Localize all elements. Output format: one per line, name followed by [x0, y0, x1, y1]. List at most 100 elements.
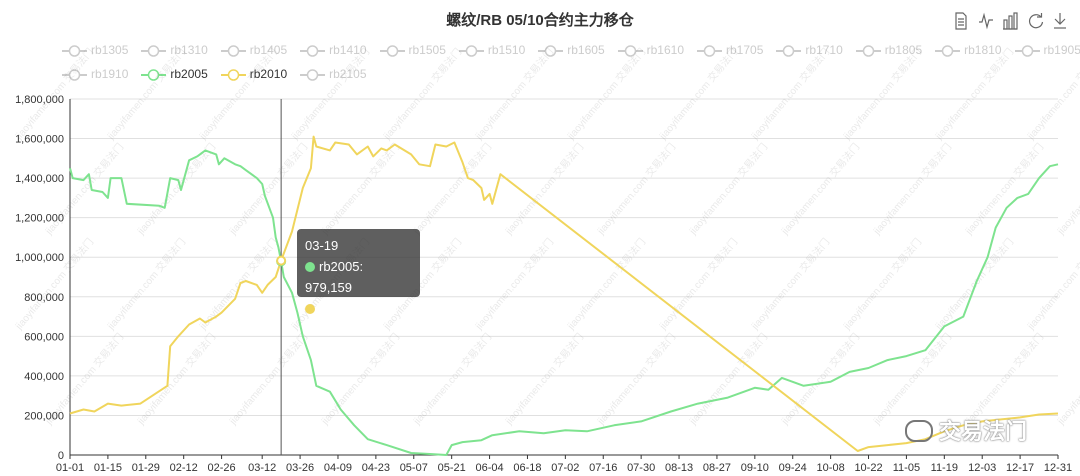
tooltip-row-rb2010: rb2010: 982,828	[305, 298, 412, 340]
x-tick-label: 12-03	[968, 462, 996, 474]
legend-label: rb1410	[329, 43, 367, 57]
watermark-text: jiaoyifamen.com 交易法门	[288, 45, 373, 142]
legend-label: rb1810	[964, 43, 1002, 57]
legend-line-circle-icon	[697, 45, 722, 57]
x-tick-label: 08-13	[665, 462, 693, 474]
x-tick-label: 09-10	[741, 462, 769, 474]
y-tick-label: 800,000	[24, 292, 64, 304]
highlight-point-rb2010	[276, 255, 287, 266]
watermark-text: jiaoyifamen.com 交易法门	[778, 140, 863, 237]
watermark-text: jiaoyifamen.com 交易法门	[472, 235, 557, 332]
legend-label: rb1505	[408, 43, 446, 57]
y-tick-label: 1,800,000	[15, 94, 64, 106]
watermark-text: jiaoyifamen.com 交易法门	[226, 330, 311, 427]
x-tick-label: 05-07	[400, 462, 428, 474]
tooltip-row-rb2005: rb2005: 979,159	[305, 256, 412, 298]
legend-line-circle-icon	[141, 69, 167, 81]
legend-item-rb2105[interactable]: rb2105	[300, 64, 367, 84]
legend-label: rb1310	[170, 43, 208, 57]
legend-item-rb1910[interactable]: rb1910	[62, 64, 128, 84]
watermark-text: jiaoyifamen.com 交易法门	[226, 140, 311, 237]
x-tick-label: 10-08	[817, 462, 845, 474]
x-tick-label: 06-18	[513, 462, 541, 474]
legend-line-circle-icon	[141, 45, 167, 57]
watermark-text: jiaoyifamen.com 交易法门	[594, 140, 679, 237]
legend-label: rb1605	[567, 43, 605, 57]
chart-title: 螺纹/RB 05/10合约主力移仓	[446, 12, 634, 29]
legend-label: rb1910	[91, 67, 129, 81]
watermark-text: jiaoyifamen.com 交易法门	[840, 235, 925, 332]
x-tick-label: 08-27	[703, 462, 731, 474]
wechat-icon	[905, 420, 933, 443]
y-tick-label: 0	[58, 450, 64, 462]
legend-item-rb1510[interactable]: rb1510	[458, 40, 525, 60]
legend-item-rb2010[interactable]: rb2010	[220, 64, 287, 84]
legend-line-circle-icon	[776, 45, 802, 57]
line-chart-icon[interactable]	[979, 12, 993, 30]
x-tick-label: 06-04	[475, 462, 503, 474]
legend-item-rb1810[interactable]: rb1810	[935, 40, 1002, 60]
x-tick-label: 07-30	[627, 462, 655, 474]
legend-item-rb1405[interactable]: rb1405	[220, 40, 288, 60]
x-tick-label: 03-26	[286, 462, 314, 474]
watermark-text: jiaoyifamen.com 交易法门	[932, 45, 1017, 142]
legend-item-rb1605[interactable]: rb1605	[538, 40, 605, 60]
legend-line-circle-icon	[300, 45, 326, 57]
legend-line-circle-icon	[220, 69, 246, 81]
legend-item-rb1610[interactable]: rb1610	[617, 40, 684, 60]
legend-label: rb1805	[884, 43, 923, 57]
legend-item-rb1705[interactable]: rb1705	[697, 40, 763, 60]
legend-label: rb2005	[170, 67, 208, 81]
y-tick-label: 1,400,000	[15, 173, 64, 185]
legend-row: rb1305 rb1310 rb1405 rb1410 rb1505 rb1510 rb16…	[62, 40, 1080, 64]
watermark-text: jiaoyifamen.com 交易法门	[564, 235, 649, 332]
x-tick-label: 05-21	[438, 462, 466, 474]
data-view-icon[interactable]	[955, 12, 967, 30]
legend-item-rb1710[interactable]: rb1710	[776, 40, 843, 60]
legend-item-rb1310[interactable]: rb1310	[141, 40, 208, 60]
x-tick-label: 02-12	[170, 462, 198, 474]
x-tick-label: 11-19	[931, 462, 958, 474]
legend-label: rb1705	[726, 43, 764, 57]
watermark-text: jiaoyifamen.com 交易法门	[1054, 140, 1080, 237]
y-tick-label: 600,000	[24, 331, 64, 343]
watermark-text: jiaoyifamen.com 交易法门	[502, 330, 587, 427]
y-tick-label: 1,000,000	[15, 252, 64, 264]
series-line-rb2005	[69, 149, 1059, 456]
legend-line-circle-icon	[935, 45, 961, 57]
legend-label: rb1405	[249, 43, 288, 57]
watermark-text: jiaoyifamen.com 交易法门	[840, 45, 925, 142]
watermark-text: jiaoyifamen.com 交易法门	[748, 45, 833, 142]
legend-item-rb1805[interactable]: rb1805	[855, 40, 923, 60]
download-icon[interactable]	[1054, 13, 1066, 29]
y-tick-label: 200,000	[24, 410, 64, 422]
legend-label: rb1610	[646, 43, 684, 57]
watermark-text: jiaoyifamen.com 交易法门	[1024, 235, 1080, 332]
legend-item-rb1305[interactable]: rb1305	[62, 40, 128, 60]
legend-item-rb1505[interactable]: rb1505	[379, 40, 446, 60]
watermark-text: jiaoyifamen.com 交易法门	[318, 330, 403, 427]
watermark-text: jiaoyifamen.com 交易法门	[656, 235, 741, 332]
series-line-rb2010	[69, 135, 1059, 452]
y-tick-label: 1,200,000	[15, 213, 64, 225]
watermark-text: jiaoyifamen.com 交易法门	[686, 140, 771, 237]
legend-line-circle-icon	[300, 69, 326, 81]
legend-line-circle-icon	[458, 45, 484, 57]
legend-line-circle-icon	[538, 45, 564, 57]
x-tick-label: 07-16	[589, 462, 617, 474]
watermark-text: jiaoyifamen.com 交易法门	[12, 235, 97, 332]
legend-item-rb1905[interactable]: rb1905	[1014, 40, 1080, 60]
rb2010-marker	[305, 304, 315, 314]
rb2005-marker	[305, 262, 315, 272]
restore-icon[interactable]	[1029, 13, 1044, 29]
legend-label: rb1710	[805, 43, 843, 57]
watermark-text: jiaoyifamen.com 交易法门	[778, 330, 863, 427]
legend-item-rb2005[interactable]: rb2005	[141, 64, 208, 84]
legend-label: rb2105	[329, 67, 367, 81]
bar-chart-icon[interactable]	[1003, 12, 1018, 30]
watermark-text: jiaoyifamen.com 交易法门	[380, 45, 465, 142]
x-tick-label: 04-23	[362, 462, 390, 474]
legend-item-rb1410[interactable]: rb1410	[300, 40, 367, 60]
x-tick-label: 10-22	[854, 462, 882, 474]
